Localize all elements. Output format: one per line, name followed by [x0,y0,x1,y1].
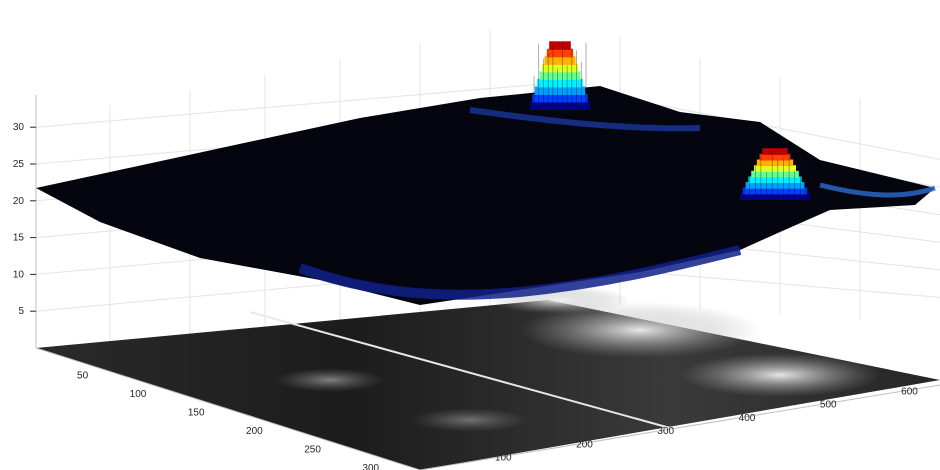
z-tick-label: 15 [13,233,25,244]
peak-band [537,78,583,88]
peak-band [542,63,578,73]
z-tick-label: 20 [13,196,25,207]
surface-edge-blue [298,245,742,300]
peak-band [546,48,574,58]
surface-body [36,86,935,305]
cloud-patch [520,302,760,358]
peak-band [745,182,805,189]
peak-band [530,101,590,110]
peak-band [762,148,788,155]
peak-band [759,153,791,161]
y-tick-label: 100 [130,389,147,400]
base-image-plane [36,286,940,470]
x-tick-label: 200 [576,439,593,450]
surface-mesh [36,86,936,305]
peak-band [754,165,796,172]
y-tick-label: 300 [362,463,379,470]
y-tick-label: 200 [246,426,263,437]
image-stripe [249,311,671,429]
x-tick-labels: 100 200 300 400 500 600 [495,386,918,463]
axes [35,95,940,470]
peak-band [742,187,808,195]
x-tick-label: 500 [820,400,837,411]
peak-band [544,56,576,65]
z-tick-label: 10 [13,269,25,280]
cloud-patch [680,353,880,397]
x-tick-label: 600 [901,386,918,397]
cloud-patch [275,368,385,392]
peak-band [539,71,581,80]
y-tick-label: 150 [188,407,205,418]
y-tick-label: 50 [77,370,89,381]
surface-edge-blue [819,182,936,198]
z-tick-label: 5 [18,306,24,317]
x-axis [419,384,940,470]
surface-edge-blue [469,107,701,132]
x-tick-label: 100 [495,453,512,464]
z-tick-label: 25 [13,159,25,170]
peak-band [534,86,586,95]
peak-band [748,176,802,184]
cloud-patch [410,408,530,432]
z-tick-labels: 5 10 15 20 25 30 [13,122,36,317]
peaks-layer [530,41,810,200]
y-axis [35,347,421,470]
peak-band [740,193,810,200]
y-tick-label: 250 [304,444,321,455]
z-tick-label: 30 [13,122,25,133]
peak-band [756,159,794,167]
y-tick-labels: 50 100 150 200 250 300 [77,370,379,470]
peak-band [549,41,571,50]
peak-band [532,93,588,103]
peak-band [751,170,799,178]
x-tick-label: 400 [739,413,756,424]
x-tick-label: 300 [657,426,674,437]
